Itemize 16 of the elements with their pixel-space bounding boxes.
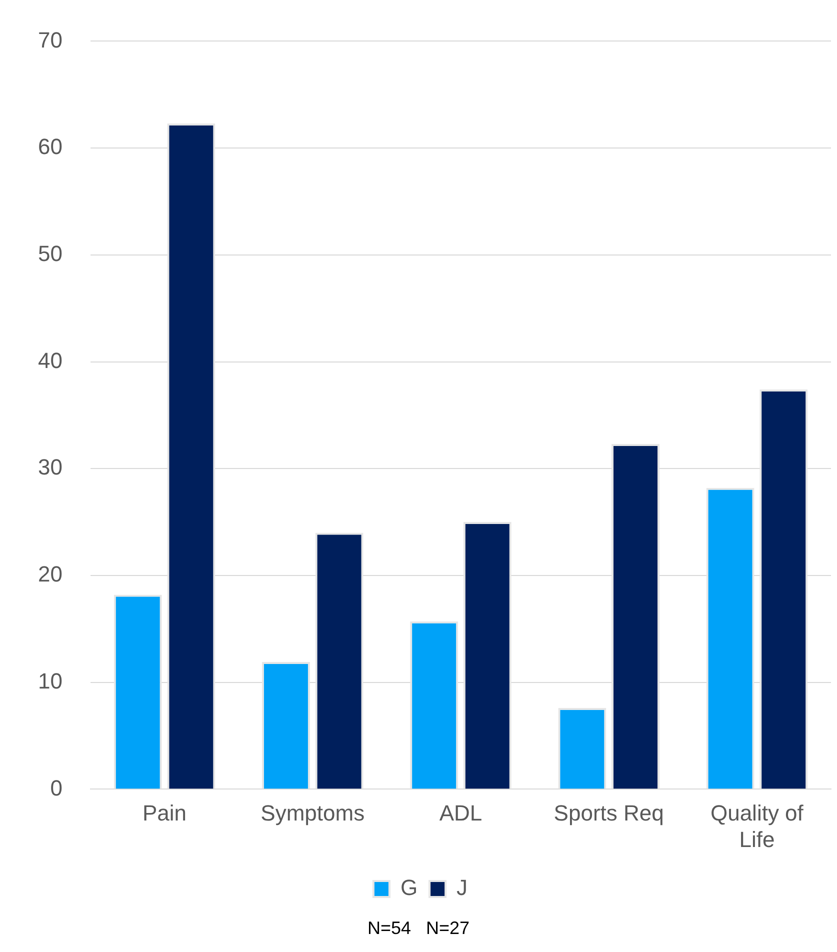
x-tick-label: Sports Req (554, 800, 664, 826)
text: N=54 N=27 (366, 918, 471, 939)
x-tick-label: Quality of Life (710, 800, 804, 852)
y-tick-label: 10 (38, 668, 62, 694)
y-tick-label: 30 (38, 454, 62, 480)
y-tick-label: 60 (38, 134, 62, 160)
x-tick-label: ADL (439, 800, 482, 826)
x-tick-label: Symptoms (260, 800, 365, 826)
y-tick-label: 20 (38, 562, 62, 587)
legend-label: G (400, 875, 418, 900)
y-tick-label: 50 (38, 240, 62, 266)
legend-label: J (456, 875, 468, 900)
x-tick-label: Pain (142, 800, 187, 826)
y-tick-label: 40 (38, 348, 62, 373)
y-tick-label: 70 (38, 27, 62, 52)
y-tick-label: 0 (50, 775, 62, 800)
